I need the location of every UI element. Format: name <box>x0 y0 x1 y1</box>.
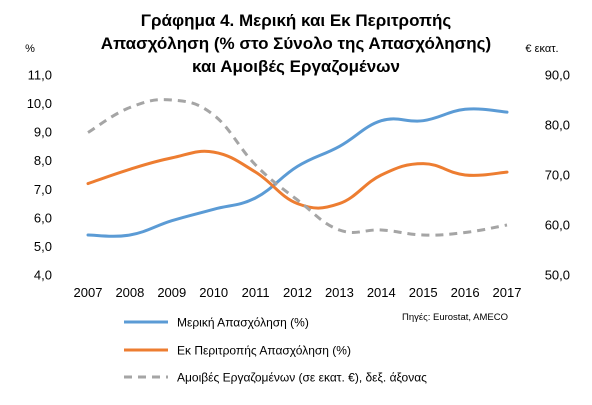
x-tick-label: 2009 <box>157 285 186 300</box>
left-axis-unit: % <box>25 43 35 55</box>
x-tick-label: 2014 <box>367 285 396 300</box>
x-tick-label: 2012 <box>283 285 312 300</box>
source-note: Πηγές: Eurostat, AMECO <box>402 312 508 323</box>
series-line-1 <box>86 107 509 238</box>
left-tick-label: 4,0 <box>34 268 52 283</box>
left-axis-ticks: 4,0 5,0 6,0 7,0 8,0 9,0 10,0 11,0 <box>27 68 52 283</box>
right-tick-label: 50,0 <box>545 268 570 283</box>
x-tick-label: 2011 <box>242 285 270 300</box>
legend-label-1: Μερική Απασχόληση (%) <box>177 316 309 330</box>
chart-title-line-1: Γράφημα 4. Μερική και Εκ Περιτροπής <box>141 11 452 30</box>
legend-label-3: Αμοιβές Εργαζομένων (σε εκατ. €), δεξ. ά… <box>177 371 427 385</box>
x-tick-label: 2010 <box>199 285 228 300</box>
x-tick-label: 2017 <box>493 285 522 300</box>
left-tick-label: 8,0 <box>34 153 52 168</box>
series-line-3 <box>87 98 508 237</box>
x-tick-label: 2013 <box>325 285 354 300</box>
x-axis-ticks: 2007 2008 2009 2010 2011 2012 2013 2014 2015 2016… <box>74 285 522 300</box>
left-tick-label: 9,0 <box>34 125 52 140</box>
left-tick-label: 10,0 <box>27 96 52 111</box>
x-tick-label: 2008 <box>115 285 144 300</box>
left-tick-label: 7,0 <box>34 182 52 197</box>
right-tick-label: 90,0 <box>545 68 570 83</box>
chart-title-line-3: και Αμοιβές Εργαζομένων <box>192 57 400 76</box>
series-lines <box>86 98 509 238</box>
x-tick-label: 2007 <box>74 285 103 300</box>
right-axis-unit: € εκατ. <box>525 43 558 55</box>
x-tick-label: 2015 <box>409 285 438 300</box>
right-tick-label: 60,0 <box>545 218 570 233</box>
left-tick-label: 5,0 <box>34 239 52 254</box>
x-tick-label: 2016 <box>451 285 480 300</box>
right-axis-ticks: 50,0 60,0 70,0 80,0 90,0 <box>545 68 570 283</box>
right-tick-label: 80,0 <box>545 118 570 133</box>
left-tick-label: 11,0 <box>28 68 52 83</box>
left-tick-label: 6,0 <box>34 210 52 225</box>
chart-title-line-2: Απασχόληση (% στο Σύνολο της Απασχόλησης… <box>101 34 491 53</box>
legend: Μερική Απασχόληση (%) Εκ Περιτροπής Απασχ… <box>124 316 427 385</box>
right-tick-label: 70,0 <box>545 168 570 183</box>
series-line-2 <box>86 149 509 210</box>
legend-label-2: Εκ Περιτροπής Απασχόληση (%) <box>177 344 351 358</box>
